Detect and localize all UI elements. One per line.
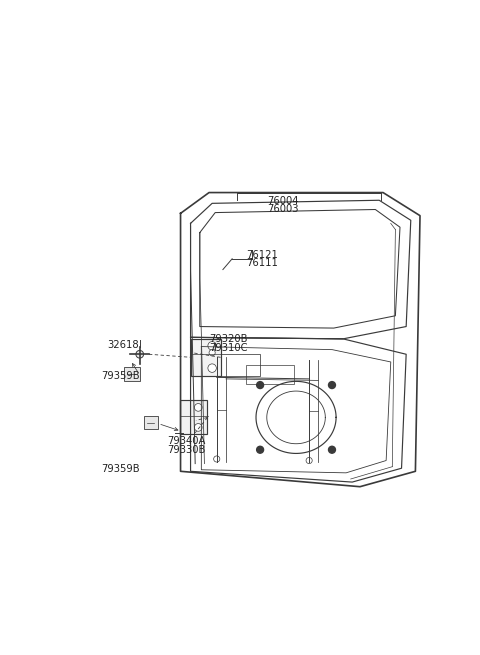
Circle shape bbox=[257, 446, 264, 453]
Bar bbox=[246, 365, 294, 384]
Text: 32618: 32618 bbox=[108, 340, 139, 350]
Circle shape bbox=[208, 341, 216, 350]
Circle shape bbox=[208, 364, 216, 372]
Circle shape bbox=[194, 403, 202, 411]
Circle shape bbox=[328, 446, 336, 453]
Text: 79340A: 79340A bbox=[168, 436, 206, 446]
Bar bbox=[124, 367, 140, 381]
Bar bbox=[221, 354, 260, 376]
Circle shape bbox=[209, 350, 215, 356]
Text: 79359B: 79359B bbox=[101, 464, 140, 474]
Text: 76004: 76004 bbox=[267, 196, 299, 206]
Bar bbox=[180, 400, 207, 434]
Circle shape bbox=[214, 456, 220, 462]
Text: 79359B: 79359B bbox=[101, 371, 140, 381]
Circle shape bbox=[194, 424, 202, 431]
Text: 76121: 76121 bbox=[246, 250, 278, 259]
Circle shape bbox=[136, 350, 144, 358]
Text: 79320B: 79320B bbox=[209, 334, 248, 345]
Circle shape bbox=[306, 457, 312, 464]
Text: 76003: 76003 bbox=[267, 204, 299, 214]
Text: 76111: 76111 bbox=[246, 258, 278, 268]
Text: 79330B: 79330B bbox=[168, 445, 206, 455]
Circle shape bbox=[257, 382, 264, 388]
Bar bbox=[192, 339, 221, 376]
Text: 79310C: 79310C bbox=[209, 343, 248, 354]
Circle shape bbox=[328, 382, 336, 388]
Bar bbox=[144, 416, 158, 429]
